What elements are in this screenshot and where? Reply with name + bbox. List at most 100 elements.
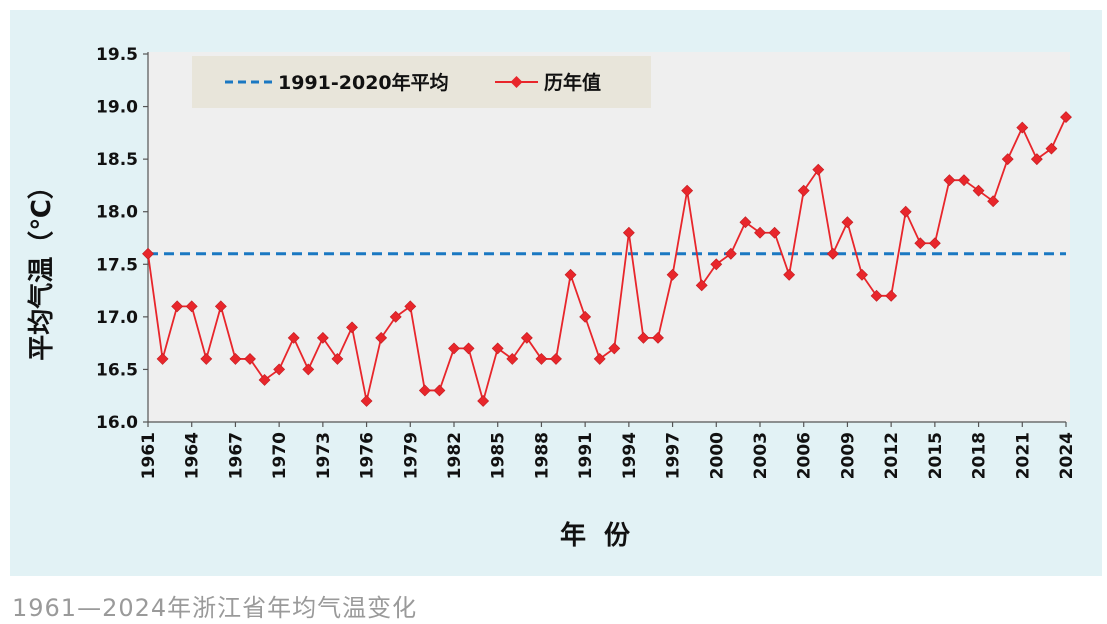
y-tick-label: 16.5 [96, 360, 138, 380]
data-point-1981 [433, 384, 446, 397]
y-axis-title: 平均气温（℃） [26, 173, 57, 361]
y-tick-label: 19.0 [96, 98, 138, 118]
data-point-1988 [535, 352, 548, 365]
data-point-2020 [1001, 153, 1014, 166]
data-point-2009 [841, 216, 854, 229]
data-point-2011 [870, 289, 883, 302]
data-point-2019 [987, 195, 1000, 208]
x-tick-label: 1997 [664, 432, 684, 479]
data-point-1997 [666, 268, 679, 281]
data-point-1966 [214, 300, 227, 313]
x-tick-label: 1985 [489, 432, 509, 479]
legend-baseline-label: 1991-2020年平均 [278, 71, 449, 94]
data-point-1990 [564, 268, 577, 281]
data-point-1963 [171, 300, 184, 313]
data-point-1964 [185, 300, 198, 313]
x-tick-label: 1988 [532, 432, 552, 479]
data-point-1977 [375, 331, 388, 344]
x-tick-label: 2024 [1057, 432, 1077, 479]
figure-caption: 1961—2024年浙江省年均气温变化 [12, 594, 418, 622]
series-points [142, 111, 1072, 407]
data-point-1986 [506, 352, 519, 365]
data-point-2017 [958, 174, 970, 187]
series-line-annual-values [147, 116, 1067, 405]
data-point-2006 [797, 184, 810, 197]
data-point-1991 [579, 310, 592, 323]
x-tick-label: 1964 [183, 432, 203, 479]
data-point-1979 [404, 300, 417, 313]
data-point-1975 [346, 321, 358, 334]
x-tick-label: 1967 [226, 432, 246, 479]
x-tick-label: 1991 [576, 432, 596, 479]
data-point-1972 [302, 363, 315, 376]
data-point-1973 [316, 331, 329, 344]
data-point-2004 [768, 226, 781, 239]
x-tick-label: 1979 [401, 432, 421, 479]
data-point-2021 [1016, 121, 1029, 134]
x-tick-label: 2003 [751, 432, 771, 479]
legend-series-label: 历年值 [544, 71, 601, 94]
data-point-1993 [608, 342, 621, 355]
x-tick-label: 1961 [139, 432, 159, 479]
data-point-1987 [520, 331, 533, 344]
data-point-2001 [724, 247, 737, 260]
chart-figure: 16.0 16.5 17.0 17.5 18.0 18.5 19.0 19.5 1961 196… [10, 10, 1102, 576]
data-point-2023 [1045, 142, 1058, 155]
data-point-1974 [331, 352, 344, 365]
data-point-1999 [695, 279, 708, 292]
y-axis-ticks: 16.0 16.5 17.0 17.5 18.0 18.5 19.0 19.5 [96, 45, 148, 433]
data-point-2000 [710, 258, 723, 271]
x-tick-label: 2015 [926, 432, 946, 479]
x-tick-label: 2000 [707, 432, 727, 479]
x-axis-ticks: 1961 1964 1967 1970 1973 1976 1979 1982 1985 1988… [139, 422, 1077, 479]
data-point-1992 [593, 352, 606, 365]
data-point-1996 [652, 331, 664, 344]
y-tick-label: 18.0 [96, 203, 138, 223]
y-tick-label: 19.5 [96, 45, 138, 65]
data-point-2014 [914, 237, 927, 250]
data-point-1967 [229, 352, 242, 365]
y-tick-label: 17.5 [96, 255, 138, 275]
data-point-1962 [156, 352, 169, 365]
data-point-1982 [448, 342, 460, 355]
data-point-2013 [899, 205, 912, 218]
data-point-1969 [258, 374, 271, 386]
data-point-1994 [622, 226, 635, 239]
data-point-2008 [826, 247, 839, 260]
data-point-2024 [1060, 111, 1072, 124]
data-point-1984 [477, 395, 490, 407]
data-point-2007 [812, 163, 825, 176]
y-tick-label: 18.5 [96, 150, 138, 170]
data-point-1971 [287, 331, 300, 344]
x-tick-label: 2021 [1013, 432, 1033, 479]
x-tick-label: 2018 [970, 432, 990, 479]
data-point-2003 [754, 226, 766, 239]
y-tick-label: 16.0 [96, 413, 138, 433]
x-tick-label: 1982 [445, 432, 465, 479]
data-point-1995 [637, 331, 650, 344]
y-tick-label: 17.0 [96, 308, 138, 328]
data-point-2012 [885, 289, 898, 302]
data-point-1980 [418, 384, 431, 397]
legend-series-marker [510, 76, 523, 88]
data-point-1983 [462, 342, 475, 355]
data-point-2010 [856, 268, 868, 281]
data-point-1998 [681, 184, 694, 197]
data-point-2005 [783, 268, 796, 281]
x-tick-label: 1994 [620, 432, 640, 479]
legend: 1991-2020年平均 历年值 [192, 56, 651, 108]
plot-area [148, 52, 1070, 422]
x-tick-label: 1970 [270, 432, 290, 479]
data-point-1978 [389, 310, 402, 323]
data-point-1968 [244, 352, 256, 365]
x-tick-label: 2006 [795, 432, 815, 479]
x-tick-label: 2009 [838, 432, 858, 479]
data-point-2002 [739, 216, 752, 229]
data-point-2016 [943, 174, 956, 187]
data-point-1965 [200, 352, 213, 365]
x-tick-label: 1976 [358, 432, 378, 479]
x-tick-label: 2012 [882, 432, 902, 479]
data-point-2022 [1030, 153, 1043, 166]
data-point-1989 [550, 352, 562, 365]
data-point-1961 [142, 247, 154, 260]
